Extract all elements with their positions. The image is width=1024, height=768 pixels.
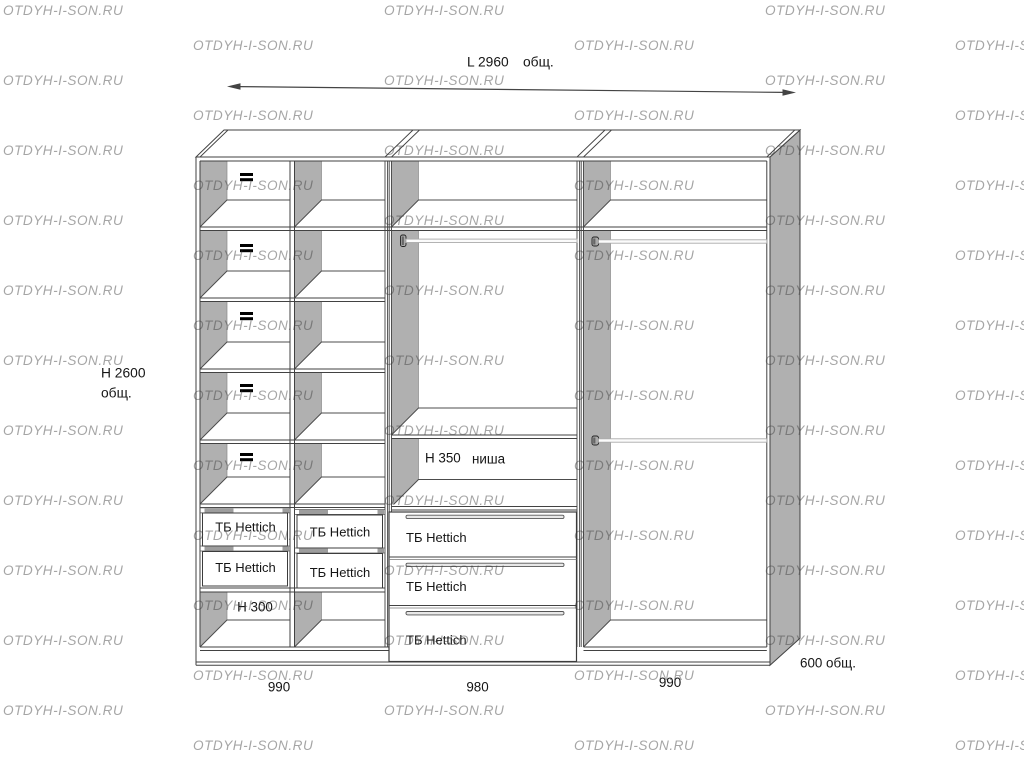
svg-text:OTDYH-I-SON.RU: OTDYH-I-SON.RU bbox=[765, 423, 885, 438]
svg-text:OTDYH-I-SON.RU: OTDYH-I-SON.RU bbox=[955, 38, 1024, 53]
svg-text:L 2960: L 2960 bbox=[467, 55, 509, 70]
svg-text:OTDYH-I-SON.RU: OTDYH-I-SON.RU bbox=[3, 493, 123, 508]
svg-text:OTDYH-I-SON.RU: OTDYH-I-SON.RU bbox=[3, 3, 123, 18]
svg-text:OTDYH-I-SON.RU: OTDYH-I-SON.RU bbox=[765, 493, 885, 508]
svg-text:OTDYH-I-SON.RU: OTDYH-I-SON.RU bbox=[765, 3, 885, 18]
svg-text:OTDYH-I-SON.RU: OTDYH-I-SON.RU bbox=[574, 248, 694, 263]
svg-text:ТБ Hettich: ТБ Hettich bbox=[215, 560, 276, 575]
svg-text:Н 2600: Н 2600 bbox=[101, 366, 146, 381]
svg-text:OTDYH-I-SON.RU: OTDYH-I-SON.RU bbox=[384, 703, 504, 718]
svg-text:OTDYH-I-SON.RU: OTDYH-I-SON.RU bbox=[384, 143, 504, 158]
svg-text:Н 350: Н 350 bbox=[425, 451, 461, 466]
svg-text:OTDYH-I-SON.RU: OTDYH-I-SON.RU bbox=[193, 388, 313, 403]
svg-text:OTDYH-I-SON.RU: OTDYH-I-SON.RU bbox=[193, 248, 313, 263]
svg-text:OTDYH-I-SON.RU: OTDYH-I-SON.RU bbox=[765, 703, 885, 718]
svg-text:OTDYH-I-SON.RU: OTDYH-I-SON.RU bbox=[193, 668, 313, 683]
svg-text:ТБ Hettich: ТБ Hettich bbox=[310, 565, 371, 580]
svg-text:OTDYH-I-SON.RU: OTDYH-I-SON.RU bbox=[574, 388, 694, 403]
svg-text:OTDYH-I-SON.RU: OTDYH-I-SON.RU bbox=[384, 283, 504, 298]
svg-text:OTDYH-I-SON.RU: OTDYH-I-SON.RU bbox=[574, 738, 694, 753]
svg-text:OTDYH-I-SON.RU: OTDYH-I-SON.RU bbox=[193, 38, 313, 53]
svg-text:990: 990 bbox=[659, 675, 681, 690]
svg-text:Н 300: Н 300 bbox=[237, 600, 273, 615]
svg-text:OTDYH-I-SON.RU: OTDYH-I-SON.RU bbox=[384, 493, 504, 508]
svg-text:OTDYH-I-SON.RU: OTDYH-I-SON.RU bbox=[955, 178, 1024, 193]
svg-text:OTDYH-I-SON.RU: OTDYH-I-SON.RU bbox=[3, 143, 123, 158]
svg-text:OTDYH-I-SON.RU: OTDYH-I-SON.RU bbox=[384, 73, 504, 88]
svg-text:OTDYH-I-SON.RU: OTDYH-I-SON.RU bbox=[3, 213, 123, 228]
svg-text:OTDYH-I-SON.RU: OTDYH-I-SON.RU bbox=[384, 353, 504, 368]
svg-text:OTDYH-I-SON.RU: OTDYH-I-SON.RU bbox=[765, 633, 885, 648]
svg-text:OTDYH-I-SON.RU: OTDYH-I-SON.RU bbox=[765, 283, 885, 298]
svg-text:OTDYH-I-SON.RU: OTDYH-I-SON.RU bbox=[955, 738, 1024, 753]
svg-text:OTDYH-I-SON.RU: OTDYH-I-SON.RU bbox=[955, 598, 1024, 613]
svg-text:OTDYH-I-SON.RU: OTDYH-I-SON.RU bbox=[193, 178, 313, 193]
svg-text:OTDYH-I-SON.RU: OTDYH-I-SON.RU bbox=[955, 388, 1024, 403]
svg-text:OTDYH-I-SON.RU: OTDYH-I-SON.RU bbox=[384, 3, 504, 18]
svg-text:OTDYH-I-SON.RU: OTDYH-I-SON.RU bbox=[765, 353, 885, 368]
svg-text:OTDYH-I-SON.RU: OTDYH-I-SON.RU bbox=[765, 143, 885, 158]
svg-text:OTDYH-I-SON.RU: OTDYH-I-SON.RU bbox=[574, 598, 694, 613]
svg-text:OTDYH-I-SON.RU: OTDYH-I-SON.RU bbox=[955, 248, 1024, 263]
svg-text:OTDYH-I-SON.RU: OTDYH-I-SON.RU bbox=[3, 283, 123, 298]
svg-text:OTDYH-I-SON.RU: OTDYH-I-SON.RU bbox=[193, 108, 313, 123]
svg-text:ТБ Hettich: ТБ Hettich bbox=[406, 633, 467, 648]
svg-text:OTDYH-I-SON.RU: OTDYH-I-SON.RU bbox=[955, 528, 1024, 543]
svg-text:ТБ Hettich: ТБ Hettich bbox=[406, 530, 467, 545]
svg-text:OTDYH-I-SON.RU: OTDYH-I-SON.RU bbox=[574, 178, 694, 193]
svg-text:OTDYH-I-SON.RU: OTDYH-I-SON.RU bbox=[955, 108, 1024, 123]
svg-text:OTDYH-I-SON.RU: OTDYH-I-SON.RU bbox=[193, 318, 313, 333]
svg-text:ТБ Hettich: ТБ Hettich bbox=[215, 520, 276, 535]
svg-text:OTDYH-I-SON.RU: OTDYH-I-SON.RU bbox=[193, 598, 313, 613]
svg-text:OTDYH-I-SON.RU: OTDYH-I-SON.RU bbox=[765, 563, 885, 578]
svg-text:OTDYH-I-SON.RU: OTDYH-I-SON.RU bbox=[3, 353, 123, 368]
svg-text:OTDYH-I-SON.RU: OTDYH-I-SON.RU bbox=[574, 108, 694, 123]
svg-text:OTDYH-I-SON.RU: OTDYH-I-SON.RU bbox=[3, 633, 123, 648]
svg-text:990: 990 bbox=[268, 680, 290, 695]
svg-text:600 общ.: 600 общ. bbox=[800, 656, 856, 671]
svg-text:OTDYH-I-SON.RU: OTDYH-I-SON.RU bbox=[765, 73, 885, 88]
svg-text:OTDYH-I-SON.RU: OTDYH-I-SON.RU bbox=[574, 458, 694, 473]
svg-text:OTDYH-I-SON.RU: OTDYH-I-SON.RU bbox=[955, 318, 1024, 333]
svg-text:OTDYH-I-SON.RU: OTDYH-I-SON.RU bbox=[193, 738, 313, 753]
svg-text:OTDYH-I-SON.RU: OTDYH-I-SON.RU bbox=[384, 213, 504, 228]
svg-text:OTDYH-I-SON.RU: OTDYH-I-SON.RU bbox=[574, 668, 694, 683]
svg-text:OTDYH-I-SON.RU: OTDYH-I-SON.RU bbox=[765, 213, 885, 228]
svg-text:общ.: общ. bbox=[523, 55, 554, 70]
svg-text:OTDYH-I-SON.RU: OTDYH-I-SON.RU bbox=[3, 563, 123, 578]
svg-text:OTDYH-I-SON.RU: OTDYH-I-SON.RU bbox=[384, 563, 504, 578]
svg-text:OTDYH-I-SON.RU: OTDYH-I-SON.RU bbox=[3, 703, 123, 718]
svg-text:OTDYH-I-SON.RU: OTDYH-I-SON.RU bbox=[193, 458, 313, 473]
svg-text:OTDYH-I-SON.RU: OTDYH-I-SON.RU bbox=[574, 38, 694, 53]
svg-text:OTDYH-I-SON.RU: OTDYH-I-SON.RU bbox=[3, 423, 123, 438]
svg-text:ниша: ниша bbox=[472, 452, 506, 467]
svg-text:ТБ Hettich: ТБ Hettich bbox=[310, 525, 371, 540]
svg-text:OTDYH-I-SON.RU: OTDYH-I-SON.RU bbox=[384, 423, 504, 438]
svg-text:980: 980 bbox=[466, 680, 488, 695]
svg-text:OTDYH-I-SON.RU: OTDYH-I-SON.RU bbox=[574, 528, 694, 543]
svg-text:ТБ Hettich: ТБ Hettich bbox=[406, 579, 467, 594]
svg-text:OTDYH-I-SON.RU: OTDYH-I-SON.RU bbox=[574, 318, 694, 333]
svg-text:OTDYH-I-SON.RU: OTDYH-I-SON.RU bbox=[193, 528, 313, 543]
svg-text:OTDYH-I-SON.RU: OTDYH-I-SON.RU bbox=[3, 73, 123, 88]
svg-text:общ.: общ. bbox=[101, 386, 132, 401]
svg-text:OTDYH-I-SON.RU: OTDYH-I-SON.RU bbox=[955, 458, 1024, 473]
svg-text:OTDYH-I-SON.RU: OTDYH-I-SON.RU bbox=[384, 633, 504, 648]
svg-text:OTDYH-I-SON.RU: OTDYH-I-SON.RU bbox=[955, 668, 1024, 683]
